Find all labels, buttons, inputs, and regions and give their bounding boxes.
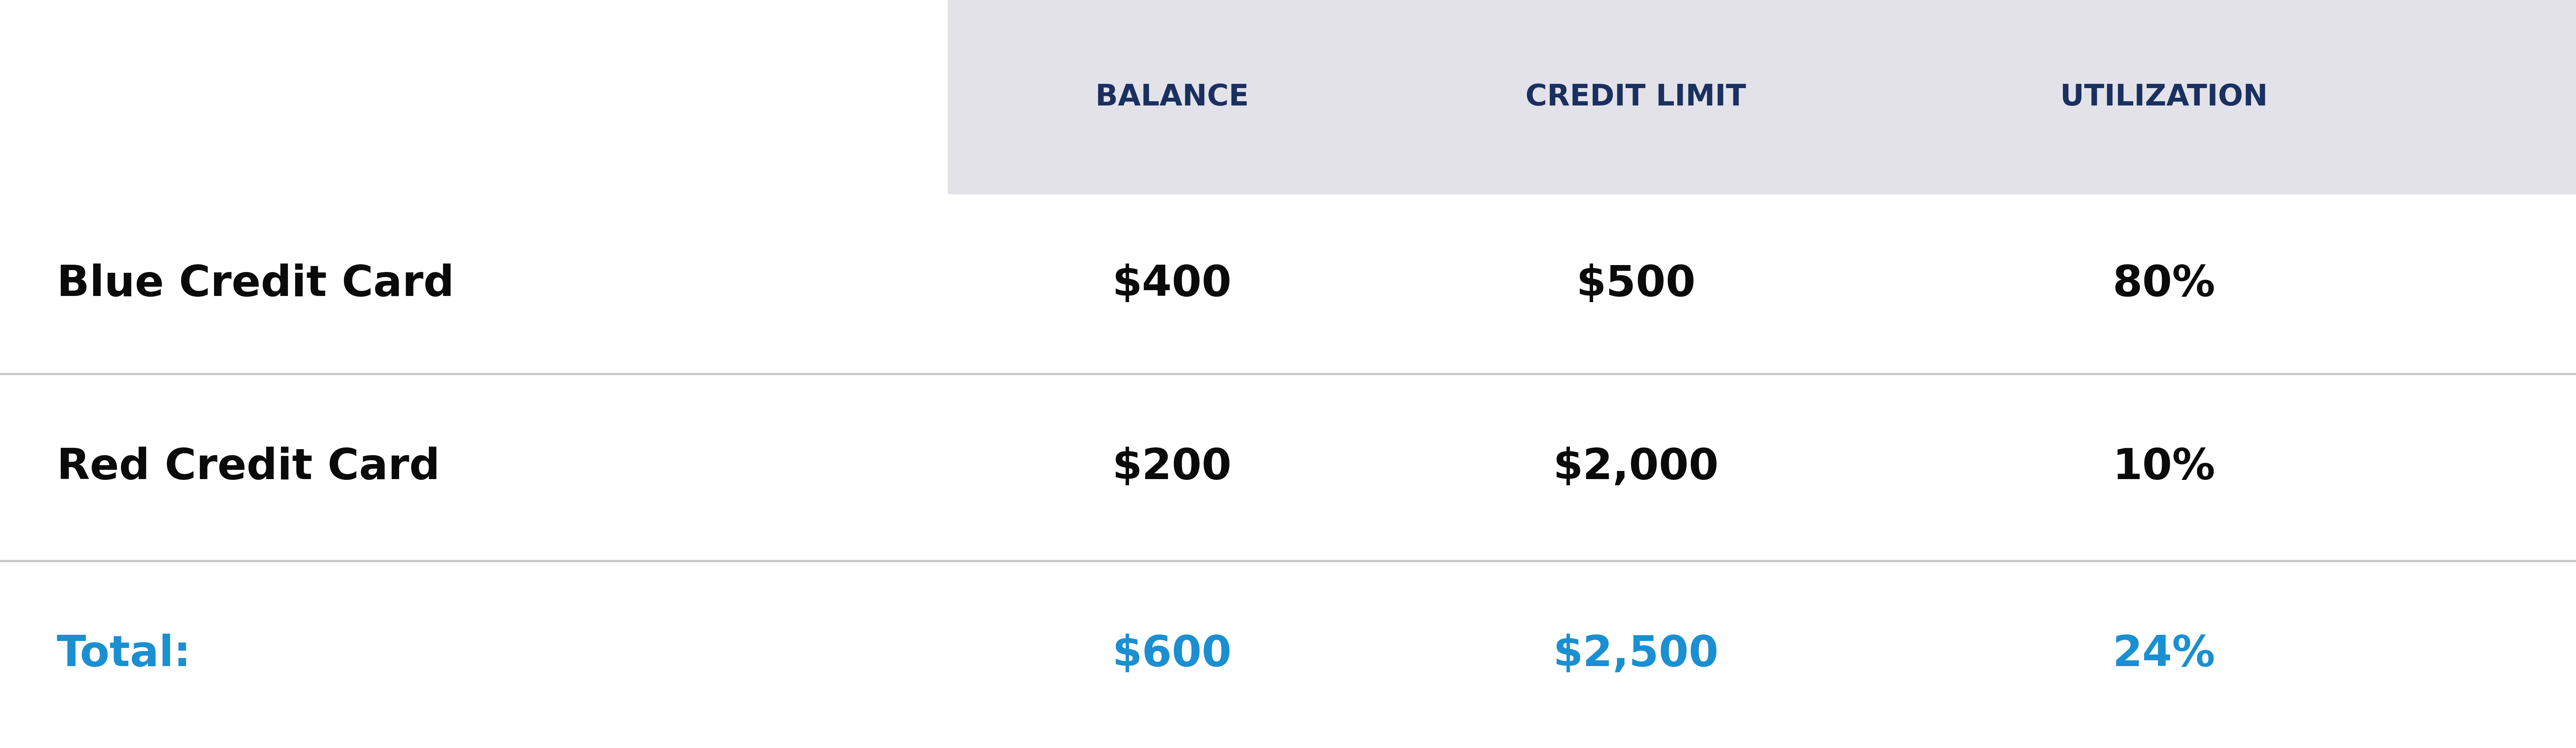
Text: Blue Credit Card: Blue Credit Card — [57, 263, 453, 305]
Text: $600: $600 — [1113, 634, 1231, 675]
Text: $200: $200 — [1113, 447, 1231, 488]
Text: $2,500: $2,500 — [1553, 634, 1718, 675]
Text: 24%: 24% — [2112, 634, 2215, 675]
Text: $500: $500 — [1577, 263, 1695, 305]
Text: 10%: 10% — [2112, 447, 2215, 488]
Text: Red Credit Card: Red Credit Card — [57, 447, 440, 488]
Text: $400: $400 — [1113, 263, 1231, 305]
Text: UTILIZATION: UTILIZATION — [2061, 83, 2267, 111]
Text: Total:: Total: — [57, 634, 191, 675]
Text: CREDIT LIMIT: CREDIT LIMIT — [1525, 83, 1747, 111]
Bar — [948, 0, 2576, 194]
Text: $2,000: $2,000 — [1553, 447, 1718, 488]
Text: 80%: 80% — [2112, 263, 2215, 305]
Text: BALANCE: BALANCE — [1095, 83, 1249, 111]
